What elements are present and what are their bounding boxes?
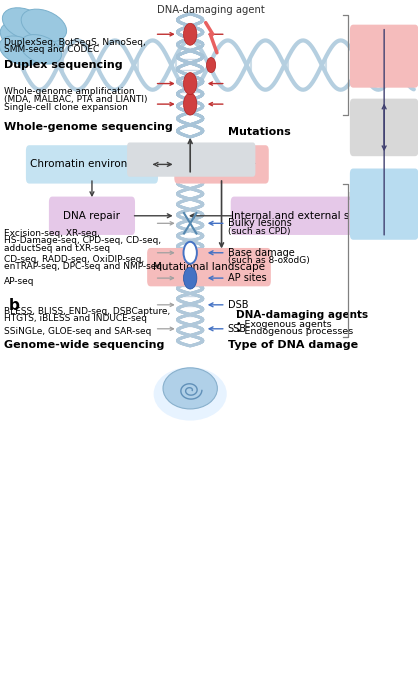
Ellipse shape xyxy=(3,8,48,40)
Text: of disease: of disease xyxy=(356,129,412,139)
Text: DNA damage: DNA damage xyxy=(349,192,418,202)
Text: b: b xyxy=(8,298,19,313)
Text: Internal and external selection: Internal and external selection xyxy=(232,211,391,221)
Text: SSiNGLe, GLOE-seq and SAR-seq: SSiNGLe, GLOE-seq and SAR-seq xyxy=(4,327,152,336)
Text: AP sites: AP sites xyxy=(228,273,266,283)
Text: Genome-wide sequencing: Genome-wide sequencing xyxy=(4,340,165,350)
Ellipse shape xyxy=(0,21,46,54)
Text: • Replication: • Replication xyxy=(135,160,194,169)
Text: Single-cell clone expansion: Single-cell clone expansion xyxy=(4,103,128,112)
FancyBboxPatch shape xyxy=(147,248,271,286)
Text: a: a xyxy=(8,10,19,25)
Text: DuplexSeq, BotSeqS, NanoSeq,: DuplexSeq, BotSeqS, NanoSeq, xyxy=(4,38,146,47)
FancyBboxPatch shape xyxy=(26,145,158,184)
Text: Mutations: Mutations xyxy=(228,127,291,137)
Text: • Endogenous processes: • Endogenous processes xyxy=(236,327,354,336)
FancyBboxPatch shape xyxy=(350,99,418,156)
Circle shape xyxy=(184,23,197,45)
Text: Whole-genome amplification: Whole-genome amplification xyxy=(4,87,135,96)
FancyBboxPatch shape xyxy=(49,197,135,235)
Text: DNA-damaging agents: DNA-damaging agents xyxy=(236,310,368,320)
Text: BLESS, BLISS, END-seq, DSBCapture,: BLESS, BLISS, END-seq, DSBCapture, xyxy=(4,307,171,316)
Text: Chromatin environment: Chromatin environment xyxy=(30,160,154,169)
Ellipse shape xyxy=(21,9,66,42)
Circle shape xyxy=(206,58,216,73)
Text: (such as 8-oxodG): (such as 8-oxodG) xyxy=(228,256,310,266)
Text: signatures: signatures xyxy=(355,206,413,216)
Circle shape xyxy=(184,93,197,115)
Text: DNA-damaging agent: DNA-damaging agent xyxy=(157,5,265,16)
Text: HTGTS, iBLESS and INDUCE-seq: HTGTS, iBLESS and INDUCE-seq xyxy=(4,314,147,323)
Text: Type of DNA damage: Type of DNA damage xyxy=(228,340,358,350)
Text: SMM-seq and CODEC: SMM-seq and CODEC xyxy=(4,45,99,54)
Text: CD-seq, RADD-seq, OxiDIP-seq,: CD-seq, RADD-seq, OxiDIP-seq, xyxy=(4,255,145,264)
Text: Excision-seq, XR-seq,: Excision-seq, XR-seq, xyxy=(4,229,100,238)
Circle shape xyxy=(184,267,197,289)
Text: Whole-genome sequencing: Whole-genome sequencing xyxy=(4,122,173,132)
Text: Base damage: Base damage xyxy=(228,248,295,258)
Text: AP-seq: AP-seq xyxy=(4,277,35,286)
Ellipse shape xyxy=(163,368,217,409)
Text: HS-Damage-seq, CPD-seq, CD-seq,: HS-Damage-seq, CPD-seq, CD-seq, xyxy=(4,236,161,245)
Text: adductSeq and tXR-seq: adductSeq and tXR-seq xyxy=(4,244,110,253)
FancyBboxPatch shape xyxy=(231,197,392,235)
FancyBboxPatch shape xyxy=(350,25,418,88)
Text: SSB: SSB xyxy=(228,324,247,334)
Text: (such as CPD): (such as CPD) xyxy=(228,227,291,236)
Text: DNA damage: DNA damage xyxy=(187,160,256,169)
Text: Aetiology: Aetiology xyxy=(358,116,410,125)
Circle shape xyxy=(184,73,197,95)
Ellipse shape xyxy=(20,34,61,64)
Text: DNA repair: DNA repair xyxy=(64,211,120,221)
Text: DSB: DSB xyxy=(228,300,248,310)
Text: (MDA, MALBAC, PTA and LIANTI): (MDA, MALBAC, PTA and LIANTI) xyxy=(4,95,148,103)
Text: signatures: signatures xyxy=(355,58,413,68)
Text: Mutational landscape: Mutational landscape xyxy=(153,262,265,272)
Ellipse shape xyxy=(0,36,41,66)
Text: • Exogenous agents: • Exogenous agents xyxy=(236,320,332,329)
Ellipse shape xyxy=(154,367,227,421)
FancyBboxPatch shape xyxy=(127,142,255,177)
Text: Bulky lesions: Bulky lesions xyxy=(228,219,292,228)
Ellipse shape xyxy=(19,21,64,54)
Text: Duplex sequencing: Duplex sequencing xyxy=(4,60,123,71)
Circle shape xyxy=(184,242,197,264)
FancyBboxPatch shape xyxy=(174,145,269,184)
Text: • DNA repair failure: • DNA repair failure xyxy=(135,152,225,161)
FancyBboxPatch shape xyxy=(350,169,418,240)
Text: Mutation: Mutation xyxy=(359,45,409,54)
Text: enTRAP-seq, DPC-seq and NMP-seq: enTRAP-seq, DPC-seq and NMP-seq xyxy=(4,262,162,271)
